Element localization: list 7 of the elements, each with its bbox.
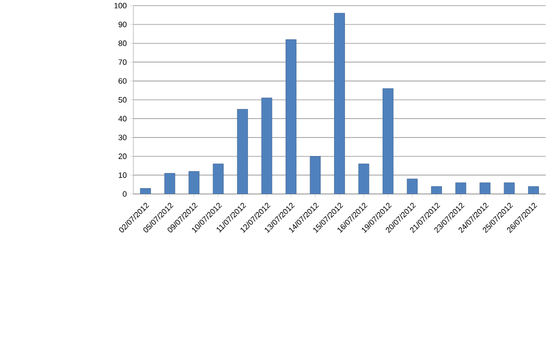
bar xyxy=(334,12,345,194)
bar xyxy=(188,171,200,194)
bar xyxy=(261,98,272,194)
bar xyxy=(310,156,321,194)
bar xyxy=(237,109,248,194)
bar xyxy=(286,39,296,194)
bar xyxy=(382,88,394,194)
